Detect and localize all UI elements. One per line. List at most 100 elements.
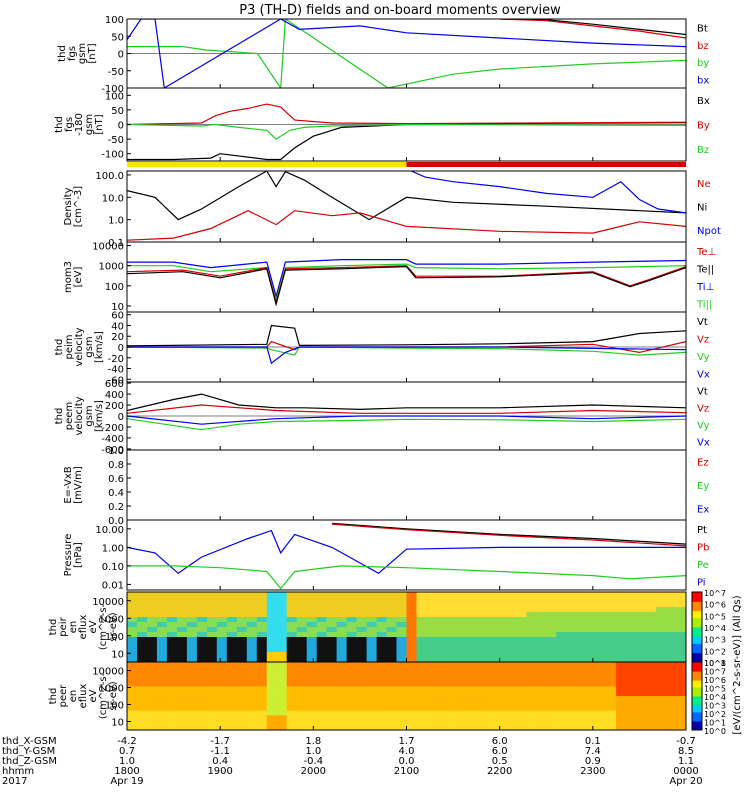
heatmap-cell — [186, 686, 198, 692]
legend-bx: bx — [697, 75, 709, 86]
heatmap-cell — [486, 715, 497, 721]
heatmap-cell — [176, 681, 188, 687]
heatmap-cell — [646, 662, 657, 668]
heatmap-cell — [516, 642, 527, 648]
heatmap-cell — [496, 617, 507, 623]
heatmap-cell — [256, 676, 268, 683]
heatmap-cell — [316, 597, 328, 603]
heatmap-cell — [206, 710, 218, 717]
heatmap-cell — [196, 627, 208, 633]
heatmap-cell — [286, 607, 298, 613]
heatmap-cell — [446, 686, 457, 692]
legend-By: By — [697, 121, 710, 132]
heatmap-cell — [556, 671, 567, 678]
heatmap-cell — [586, 705, 597, 712]
heatmap-cell — [276, 676, 288, 683]
heatmap-cell — [476, 686, 487, 692]
heatmap-cell — [386, 671, 398, 678]
heatmap-cell — [186, 710, 198, 717]
heatmap-cell — [496, 657, 507, 662]
heatmap-cell — [386, 666, 398, 673]
heatmap-cell — [326, 691, 338, 697]
y-axis-label-line: velocity — [74, 396, 85, 435]
legend-Pe: Pe — [697, 560, 709, 571]
y-axis-label-line: thd — [54, 116, 65, 133]
heatmap-cell — [556, 652, 567, 658]
heatmap-cell — [226, 642, 238, 648]
heatmap-cell — [236, 652, 248, 658]
heatmap-cell — [396, 715, 408, 721]
heatmap-cell — [616, 725, 627, 730]
heatmap-cell — [466, 686, 477, 692]
heatmap-cell — [186, 720, 198, 726]
heatmap-cell — [476, 681, 487, 687]
heatmap-cell — [216, 627, 228, 633]
heatmap-cell — [526, 632, 537, 638]
heatmap-cell — [616, 691, 627, 697]
heatmap-cell — [396, 696, 408, 702]
heatmap-cell — [266, 710, 278, 717]
heatmap-cell — [226, 637, 238, 643]
heatmap-cell — [676, 602, 686, 608]
heatmap-cell — [137, 647, 148, 653]
heatmap-cell — [526, 637, 537, 643]
heatmap-cell — [406, 686, 418, 692]
y-tick-label: -40 — [108, 365, 124, 376]
heatmap-cell — [506, 725, 517, 730]
y-tick-label: 0.2 — [108, 502, 124, 513]
heatmap-cell — [286, 632, 298, 638]
heatmap-cell — [456, 710, 467, 717]
colorbar-cell — [692, 659, 702, 663]
heatmap-cell — [486, 652, 497, 658]
heatmap-cell — [546, 696, 557, 702]
heatmap-cell — [276, 622, 288, 628]
heatmap-cell — [646, 681, 657, 687]
heatmap-cell — [216, 597, 228, 603]
heatmap-cell — [137, 592, 148, 598]
heatmap-cell — [266, 662, 278, 668]
heatmap-cell — [536, 637, 547, 643]
heatmap-cell — [236, 622, 248, 628]
y-tick-label: 1000 — [99, 262, 124, 273]
heatmap-cell — [226, 710, 238, 717]
ephemeris-value: 0000 — [673, 766, 698, 777]
heatmap-cell — [536, 632, 547, 638]
heatmap-cell — [137, 696, 148, 702]
heatmap-cell — [236, 700, 248, 707]
heatmap-cell — [406, 622, 418, 628]
heatmap-cell — [356, 632, 368, 638]
heatmap-cell — [246, 696, 258, 702]
heatmap-cell — [456, 647, 467, 653]
colorbar-tick-label: 10^5 — [704, 612, 726, 621]
heatmap-cell — [586, 632, 597, 638]
series-Bt — [127, 122, 686, 161]
heatmap-cell — [406, 700, 418, 707]
heatmap-cell — [206, 597, 218, 603]
heatmap-cell — [246, 662, 258, 668]
heatmap-cell — [436, 700, 447, 707]
heatmap-cell — [666, 666, 677, 673]
heatmap-cell — [276, 592, 288, 598]
heatmap-cell — [576, 705, 587, 712]
heatmap-cell — [326, 705, 338, 712]
heatmap-cell — [636, 686, 647, 692]
heatmap-cell — [476, 691, 487, 697]
heatmap-cell — [186, 700, 198, 707]
heatmap-cell — [626, 627, 637, 633]
heatmap-cell — [596, 720, 607, 726]
heatmap-cell — [396, 627, 408, 633]
heatmap-cell — [156, 657, 168, 662]
heatmap-cell — [576, 725, 587, 730]
heatmap-cell — [326, 681, 338, 687]
heatmap-cell — [346, 617, 358, 623]
heatmap-cell — [346, 652, 358, 658]
heatmap-cell — [416, 622, 428, 628]
heatmap-cell — [366, 681, 378, 687]
heatmap-cell — [386, 612, 398, 618]
legend-Ex: Ex — [697, 504, 709, 515]
colorbar-tick-label: 10^4 — [704, 624, 726, 633]
heatmap-cell — [446, 612, 457, 618]
heatmap-cell — [176, 657, 188, 662]
heatmap-cell — [256, 720, 268, 726]
heatmap-cell — [606, 637, 617, 643]
